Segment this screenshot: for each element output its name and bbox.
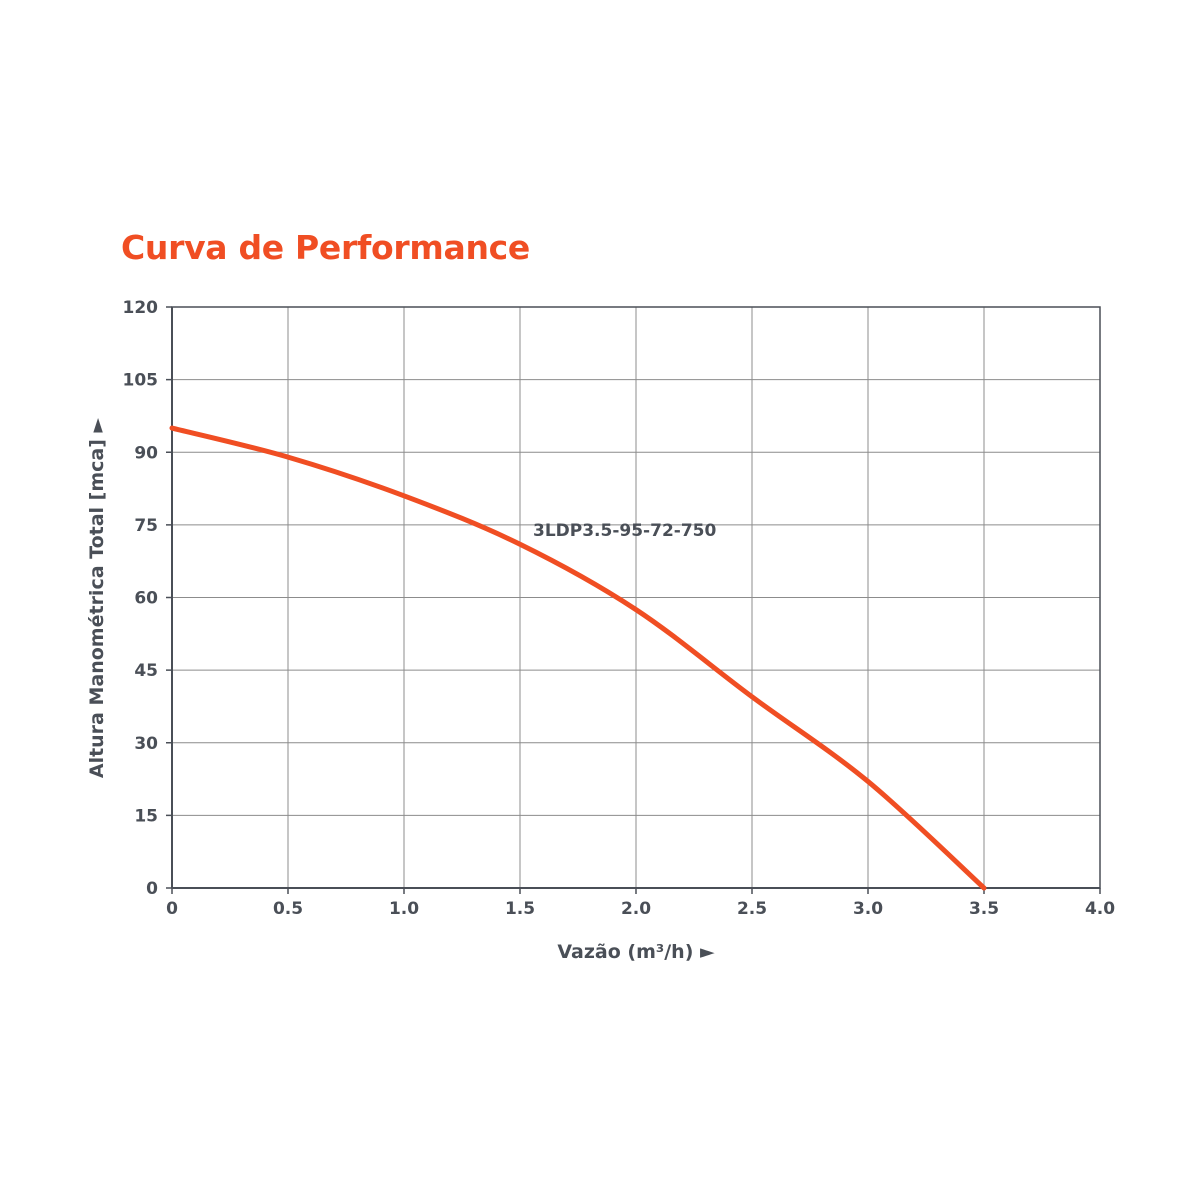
x-tick-label: 1.5: [505, 899, 535, 919]
series-label: 3LDP3.5-95-72-750: [533, 521, 716, 541]
series-line: [169, 425, 987, 891]
x-axis-label: Vazão (m³/h) ►: [557, 941, 715, 963]
x-tick-label: 2.0: [621, 899, 651, 919]
y-tick-label: 30: [134, 734, 158, 754]
axes: [166, 306, 1101, 894]
x-tick-label: 3.0: [853, 899, 883, 919]
chart-title: Curva de Performance: [121, 228, 530, 267]
x-tick-label: 4.0: [1085, 899, 1115, 919]
y-tick-labels: 0 15 30 45 60 75 90 105 120: [123, 298, 159, 899]
y-tick-label: 60: [134, 589, 158, 609]
x-tick-label: 1.0: [389, 899, 419, 919]
series: 3LDP3.5-95-72-750: [169, 425, 987, 891]
y-tick-label: 0: [146, 879, 158, 899]
y-axis-label: Altura Manométrica Total [mca] ►: [86, 417, 108, 778]
y-tick-label: 120: [123, 298, 159, 318]
x-tick-label: 2.5: [737, 899, 767, 919]
y-tick-label: 90: [134, 443, 158, 463]
y-tick-label: 15: [134, 806, 158, 826]
y-tick-label: 105: [123, 371, 159, 391]
x-tick-labels: 0 0.5 1.0 1.5 2.0 2.5 3.0 3.5 4.0: [166, 899, 1115, 919]
x-tick-label: 3.5: [969, 899, 999, 919]
x-tick-label: 0: [166, 899, 178, 919]
y-tick-label: 75: [134, 516, 158, 536]
x-tick-label: 0.5: [273, 899, 303, 919]
grid-lines: [171, 306, 1101, 889]
y-tick-label: 45: [134, 661, 158, 681]
